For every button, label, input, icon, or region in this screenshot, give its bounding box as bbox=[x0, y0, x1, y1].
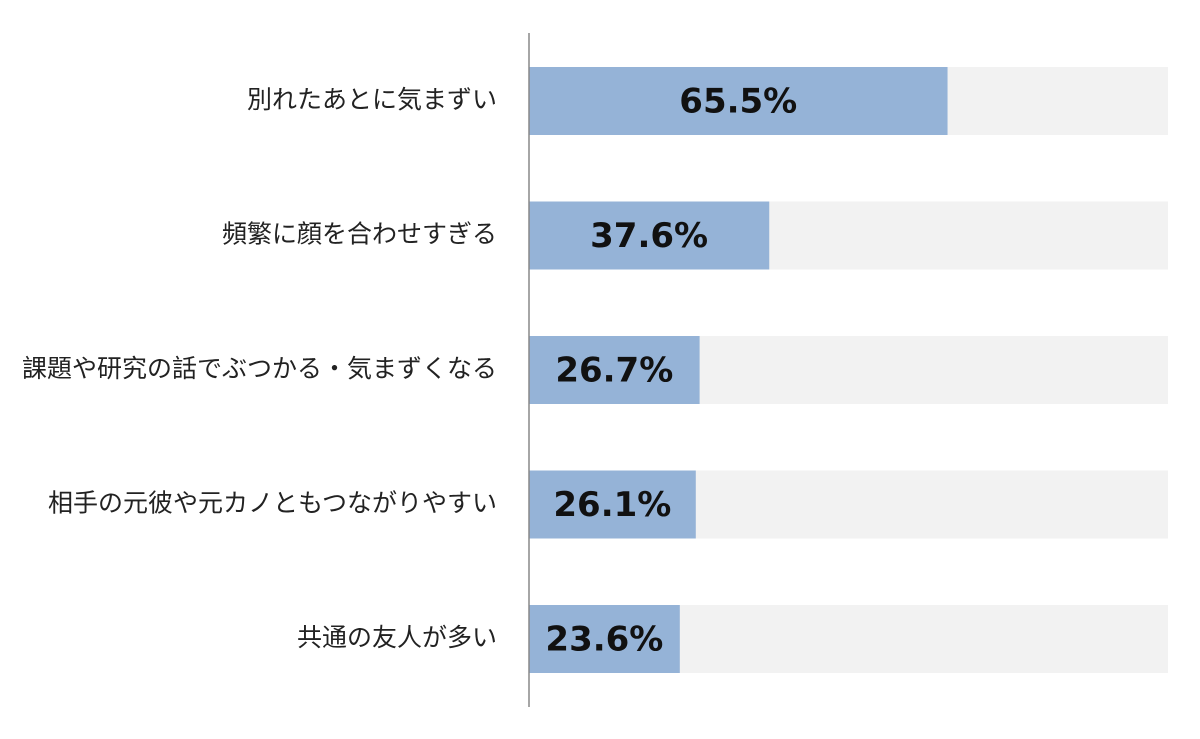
bar bbox=[529, 67, 948, 135]
bar bbox=[529, 336, 700, 404]
category-label: 課題や研究の話でぶつかる・気まずくなる bbox=[22, 354, 497, 383]
value-label: 26.7% bbox=[555, 351, 673, 391]
value-label: 26.1% bbox=[553, 485, 671, 525]
category-label: 頻繁に顔を合わせすぎる bbox=[222, 220, 497, 249]
category-label: 別れたあとに気まずい bbox=[247, 85, 497, 114]
value-label: 37.6% bbox=[590, 216, 708, 256]
category-label: 共通の友人が多い bbox=[297, 623, 497, 652]
bar bbox=[529, 605, 680, 673]
value-label: 65.5% bbox=[679, 82, 797, 122]
value-label: 23.6% bbox=[545, 620, 663, 660]
category-label: 相手の元彼や元カノともつながりやすい bbox=[48, 489, 497, 518]
bar bbox=[529, 201, 770, 270]
bar bbox=[529, 470, 696, 539]
